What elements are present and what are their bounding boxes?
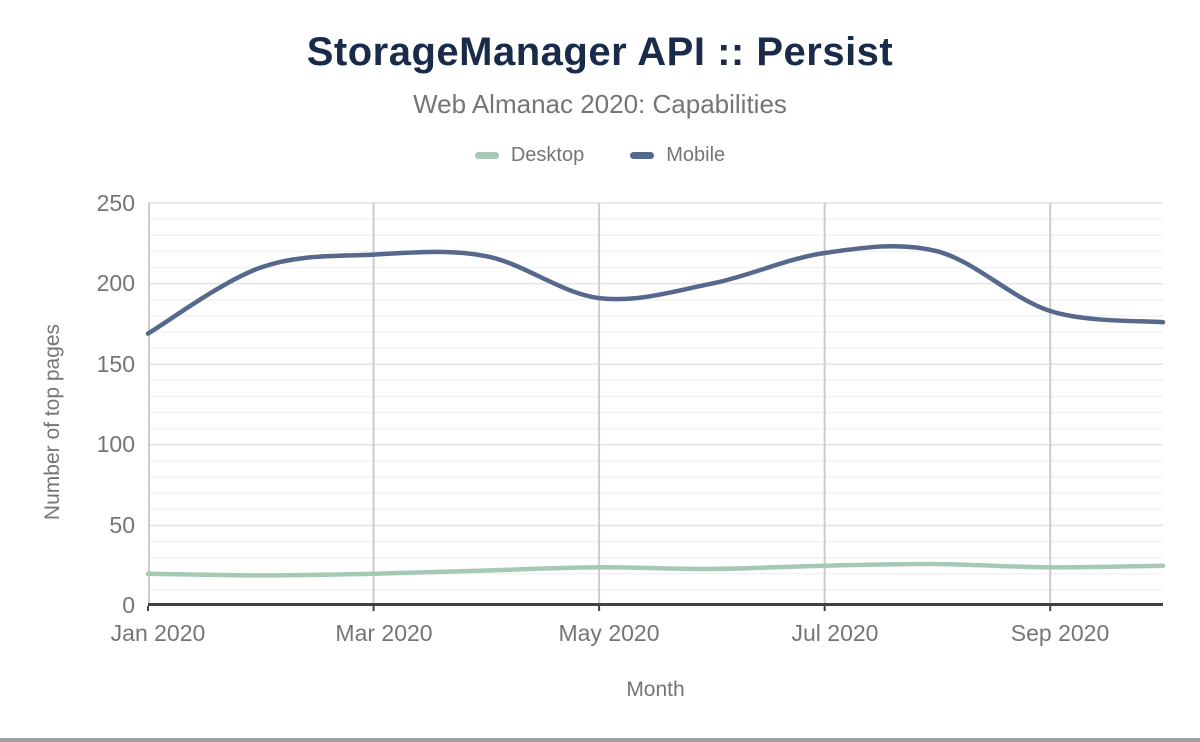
chart-subtitle: Web Almanac 2020: Capabilities [413,89,787,119]
x-axis-title: Month [626,678,685,701]
y-tick-label-200: 200 [96,270,135,296]
legend: Desktop Mobile [0,144,1200,167]
legend-label-mobile: Mobile [666,144,726,166]
x-tick-label-jan: Jan 2020 [110,620,206,646]
y-tick-label-150: 150 [96,351,135,377]
y-tick-label-50: 50 [109,512,135,538]
y-axis-title: Number of top pages [41,323,64,521]
legend-item-mobile: Mobile [630,144,725,167]
desktop-series-swatch-icon [474,152,499,159]
y-tick-label-250: 250 [96,190,135,216]
legend-label-desktop: Desktop [510,144,585,166]
legend-item-desktop: Desktop [474,144,585,167]
plot-area [145,202,1166,611]
x-tick-label-mar: Mar 2020 [335,620,433,646]
y-tick-label-100: 100 [96,431,135,457]
bottom-border [0,738,1200,742]
mobile-series-swatch-icon [630,152,655,159]
y-tick-label-0: 0 [122,592,135,618]
chart-title: StorageManager API :: Persist [306,30,894,74]
x-tick-label-may: May 2020 [558,620,660,646]
plot-area-svg [145,202,1166,611]
x-tick-label-jul: Jul 2020 [791,620,879,646]
x-tick-label-sep: Sep 2020 [1010,620,1110,646]
